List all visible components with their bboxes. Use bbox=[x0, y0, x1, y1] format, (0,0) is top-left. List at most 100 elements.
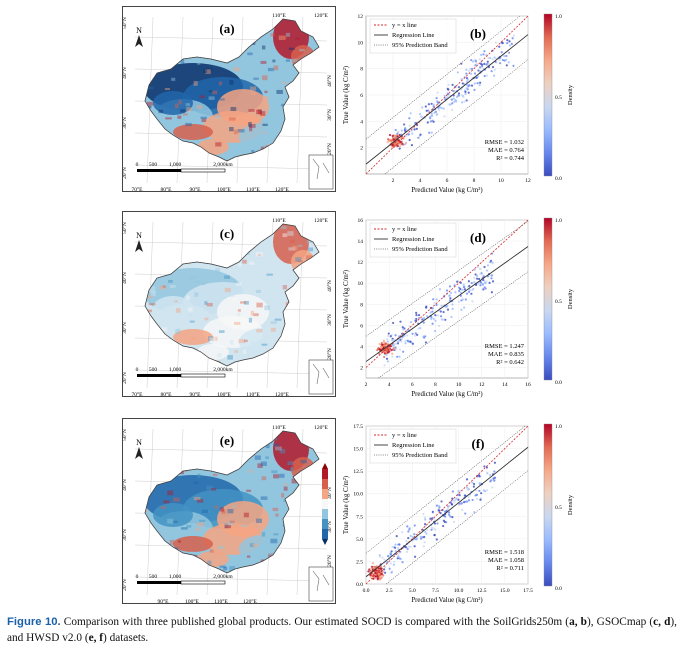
scatter-point bbox=[475, 497, 479, 500]
map-pixel bbox=[283, 486, 288, 491]
scatter-point bbox=[493, 68, 496, 71]
scatter-point bbox=[389, 552, 392, 555]
bottom-lon-tick-label: 80°E bbox=[160, 186, 172, 193]
map-pixel bbox=[167, 490, 174, 496]
map-parallel bbox=[134, 164, 328, 170]
map-region-7 bbox=[173, 329, 213, 345]
scatter-point bbox=[483, 490, 487, 493]
map-pixel bbox=[286, 318, 292, 322]
scatter-point bbox=[390, 550, 393, 553]
scatter-point bbox=[473, 268, 476, 271]
map-pixel bbox=[253, 313, 259, 317]
scatter-point bbox=[402, 143, 405, 146]
map-pixel bbox=[158, 557, 163, 563]
scatter-point bbox=[423, 516, 427, 519]
map-pixel bbox=[145, 149, 148, 153]
map-pixel bbox=[172, 520, 178, 524]
map-pixel bbox=[212, 473, 218, 477]
scatter-point bbox=[380, 341, 383, 345]
scatter-point bbox=[491, 65, 495, 69]
scale-label: 500 bbox=[149, 367, 158, 373]
scatter-point bbox=[451, 497, 454, 500]
scatter-panel-d: 2 4 6 8 10 12 14 16 2 4 6 8 10 12 14 16 y = x line Regres… bbox=[336, 208, 684, 404]
scatter-point bbox=[424, 341, 428, 344]
map-parallel bbox=[134, 576, 328, 582]
legend: y = x line Regression Line 95% Prediction … bbox=[369, 18, 457, 54]
scatter-point bbox=[471, 498, 474, 502]
map-pixel bbox=[217, 39, 224, 42]
scale-label: 2,000km bbox=[213, 574, 233, 580]
scatter-point bbox=[483, 465, 486, 468]
map-pixel bbox=[159, 438, 163, 443]
scatter-point bbox=[455, 99, 458, 103]
map-pixel bbox=[230, 106, 237, 112]
scatter-point bbox=[391, 570, 394, 573]
scatter-point bbox=[476, 274, 479, 278]
scatter-point bbox=[437, 324, 441, 328]
map-pixel bbox=[260, 496, 268, 500]
scatter-point bbox=[393, 345, 396, 348]
map-pixel bbox=[225, 448, 230, 451]
map-pixel bbox=[299, 134, 304, 138]
scatter-point bbox=[479, 267, 482, 271]
stats-text: R² = 0.711 bbox=[496, 565, 524, 572]
map-pixel bbox=[250, 41, 256, 45]
scatter-point bbox=[454, 291, 457, 294]
map-pixel bbox=[169, 284, 176, 288]
map-pixel bbox=[234, 532, 240, 535]
map-pixel bbox=[306, 255, 313, 261]
scatter-point bbox=[427, 109, 430, 112]
scatter-point bbox=[388, 347, 391, 351]
scatter-point bbox=[383, 568, 386, 571]
scatter-point bbox=[402, 123, 406, 126]
map-pixel bbox=[248, 261, 255, 265]
scatter-point bbox=[449, 297, 452, 300]
scatter-point bbox=[433, 534, 436, 537]
scatter-point bbox=[470, 289, 474, 292]
top-lon-tick-label: 80°E bbox=[159, 7, 171, 8]
scatter-point bbox=[495, 61, 498, 64]
scatter-point bbox=[479, 281, 483, 284]
inset-lon-tick-label: 110°E bbox=[272, 12, 286, 19]
map-pixel bbox=[212, 42, 216, 48]
map-pixel bbox=[286, 350, 294, 354]
y-axis-label: True Value (kg C/m²) bbox=[343, 476, 350, 534]
lat-tick-label: 20°N bbox=[123, 579, 128, 591]
scatter-point bbox=[478, 277, 481, 281]
scatter-point bbox=[470, 282, 473, 285]
map-pixel bbox=[310, 87, 315, 92]
map-pixel bbox=[257, 463, 263, 468]
map-pixel bbox=[268, 553, 275, 558]
map-pixel bbox=[180, 109, 186, 113]
map-colour-ramp-step bbox=[322, 509, 328, 519]
scatter-point bbox=[415, 319, 418, 322]
y-tick-label: 5.0 bbox=[356, 537, 363, 543]
scatter-point bbox=[392, 136, 396, 139]
map-pixel bbox=[264, 154, 270, 159]
y-tick-label: 12 bbox=[358, 260, 364, 266]
map-pixel bbox=[224, 52, 228, 55]
scatter-point bbox=[448, 504, 451, 508]
x-tick-label: 10.0 bbox=[454, 588, 464, 594]
scatter-point bbox=[405, 550, 409, 553]
map-pixel bbox=[200, 254, 207, 258]
map-pixel bbox=[260, 146, 265, 150]
map-pixel bbox=[164, 42, 168, 47]
scatter-point bbox=[404, 143, 407, 146]
map-pixel bbox=[280, 226, 287, 230]
scatter-point bbox=[423, 541, 426, 544]
map-pixel bbox=[270, 33, 275, 37]
scatter-point bbox=[476, 277, 479, 280]
scatter-point bbox=[459, 294, 462, 297]
map-pixel bbox=[224, 287, 231, 293]
legend-label: 95% Prediction Band bbox=[392, 452, 448, 459]
scatter-point bbox=[396, 132, 399, 135]
scatter-point bbox=[461, 288, 464, 291]
x-tick-label: 14 bbox=[502, 382, 508, 388]
scatter-point bbox=[465, 68, 468, 71]
map-pixel bbox=[273, 443, 280, 447]
ramp-down-arrow-icon bbox=[322, 539, 328, 545]
y-equals-x-line bbox=[365, 15, 529, 175]
scatter-point bbox=[485, 489, 489, 492]
scatter-point bbox=[386, 340, 389, 343]
